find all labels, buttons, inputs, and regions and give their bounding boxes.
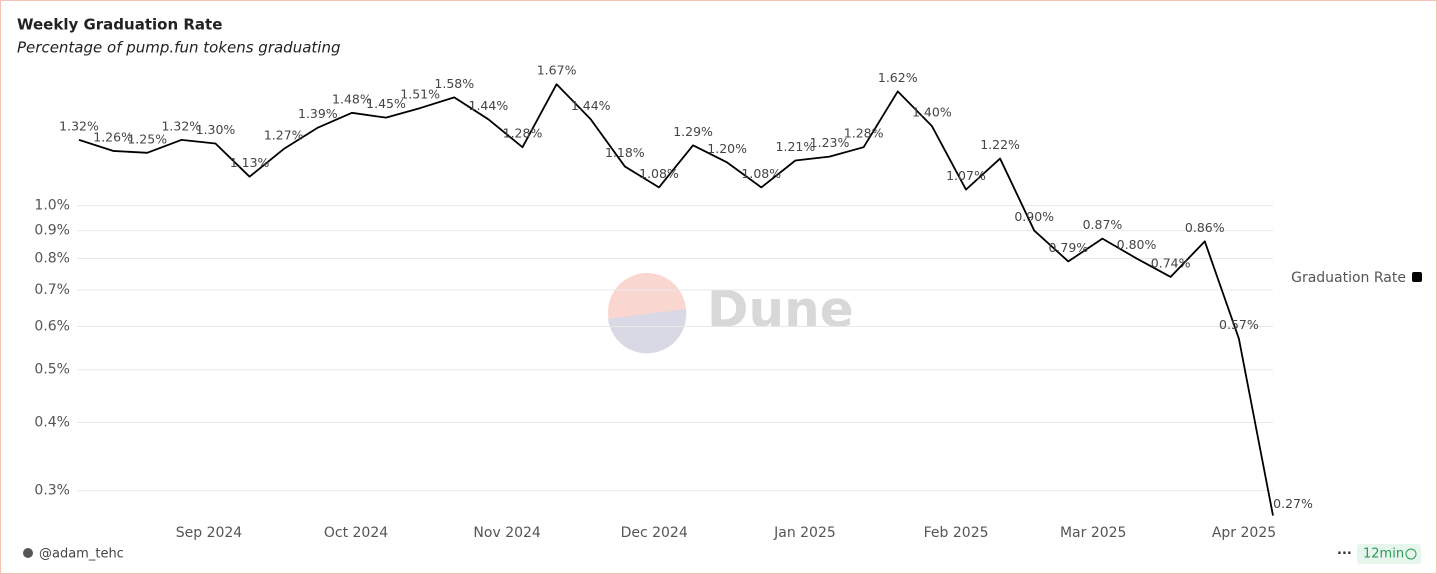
data-label: 1.21% — [776, 139, 816, 154]
x-tick-label: Dec 2024 — [621, 525, 688, 541]
data-label: 0.80% — [1117, 237, 1157, 252]
y-tick-label: 1.0% — [34, 198, 70, 214]
data-label: 0.90% — [1014, 209, 1054, 224]
data-label: 1.32% — [161, 118, 201, 133]
x-tick-label: Sep 2024 — [176, 525, 243, 541]
more-menu[interactable]: ··· — [1337, 547, 1352, 562]
data-label: 1.32% — [59, 118, 99, 133]
legend-swatch — [1412, 272, 1422, 282]
data-label: 1.22% — [980, 137, 1020, 152]
data-label: 0.27% — [1273, 496, 1313, 511]
line — [78, 83, 1274, 516]
chart-title: Weekly Graduation Rate — [17, 16, 222, 34]
data-label: 1.18% — [605, 145, 645, 160]
y-tick-label: 0.5% — [34, 362, 70, 378]
data-label: 1.62% — [878, 70, 918, 85]
author-avatar — [23, 548, 33, 558]
watermark: Dune — [707, 281, 854, 339]
data-label: 1.45% — [366, 96, 406, 111]
y-tick-label: 0.3% — [34, 483, 70, 499]
data-label: 1.30% — [196, 122, 236, 137]
data-label: 1.28% — [503, 126, 543, 141]
data-label: 1.29% — [673, 124, 713, 139]
data-label: 1.26% — [93, 129, 133, 144]
data-label: 1.27% — [264, 128, 304, 143]
refresh-icon — [1405, 548, 1417, 560]
x-tick-label: Oct 2024 — [324, 525, 388, 541]
data-label: 1.07% — [946, 168, 986, 183]
data-label: 1.28% — [844, 126, 884, 141]
y-tick-label: 0.4% — [34, 415, 70, 431]
x-tick-label: Mar 2025 — [1060, 525, 1127, 541]
refresh-badge — [1357, 544, 1421, 564]
data-label: 0.86% — [1185, 220, 1225, 235]
chart-subtitle: Percentage of pump.fun tokens graduating — [17, 39, 340, 57]
x-tick-label: Apr 2025 — [1212, 525, 1276, 541]
data-label: 1.67% — [537, 63, 577, 78]
data-label: 1.51% — [400, 87, 440, 102]
refresh-time: 12min — [1363, 547, 1404, 562]
y-tick-label: 0.6% — [34, 319, 70, 335]
data-label: 1.48% — [332, 91, 372, 106]
data-label: 0.74% — [1151, 255, 1191, 270]
data-label: 1.39% — [298, 106, 338, 121]
data-label: 1.13% — [230, 155, 270, 170]
watermark-logo-part — [608, 309, 687, 354]
data-label: 1.08% — [741, 166, 781, 181]
x-tick-label: Feb 2025 — [924, 525, 989, 541]
data-label: 1.08% — [639, 166, 679, 181]
data-label: 1.40% — [912, 104, 952, 119]
x-tick-label: Nov 2024 — [473, 525, 540, 541]
data-label: 1.44% — [469, 98, 509, 113]
data-label: 1.23% — [810, 135, 850, 150]
legend-label: Graduation Rate — [1291, 270, 1406, 286]
x-tick-label: Jan 2025 — [773, 525, 836, 541]
data-label: 0.87% — [1083, 217, 1123, 232]
data-label: 0.57% — [1219, 317, 1259, 332]
data-label: 1.25% — [127, 131, 167, 146]
data-label: 1.20% — [707, 141, 747, 156]
y-tick-label: 0.7% — [34, 282, 70, 298]
data-label: 1.44% — [571, 98, 611, 113]
author[interactable]: @adam_tehc — [39, 547, 124, 562]
data-label: 1.58% — [434, 76, 474, 91]
y-tick-label: 0.9% — [34, 223, 70, 239]
data-label: 0.79% — [1048, 240, 1088, 255]
y-tick-label: 0.8% — [34, 250, 70, 266]
